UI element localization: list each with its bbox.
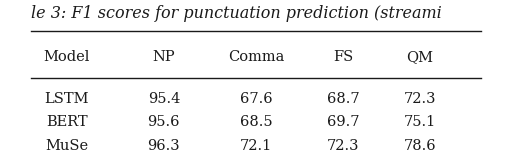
- Text: 75.1: 75.1: [404, 115, 436, 129]
- Text: LSTM: LSTM: [45, 92, 89, 106]
- Text: Comma: Comma: [228, 50, 284, 64]
- Text: 78.6: 78.6: [403, 139, 436, 153]
- Text: 72.3: 72.3: [403, 92, 436, 106]
- Text: 72.1: 72.1: [240, 139, 272, 153]
- Text: le 3: F1 scores for punctuation prediction (streami: le 3: F1 scores for punctuation predicti…: [31, 5, 441, 22]
- Text: 72.3: 72.3: [327, 139, 359, 153]
- Text: QM: QM: [407, 50, 433, 64]
- Text: 68.5: 68.5: [240, 115, 272, 129]
- Text: Model: Model: [44, 50, 90, 64]
- Text: FS: FS: [333, 50, 353, 64]
- Text: MuSe: MuSe: [45, 139, 88, 153]
- Text: 67.6: 67.6: [240, 92, 272, 106]
- Text: 95.4: 95.4: [147, 92, 180, 106]
- Text: 68.7: 68.7: [327, 92, 359, 106]
- Text: NP: NP: [153, 50, 175, 64]
- Text: 69.7: 69.7: [327, 115, 359, 129]
- Text: 95.6: 95.6: [147, 115, 180, 129]
- Text: 96.3: 96.3: [147, 139, 180, 153]
- Text: BERT: BERT: [46, 115, 88, 129]
